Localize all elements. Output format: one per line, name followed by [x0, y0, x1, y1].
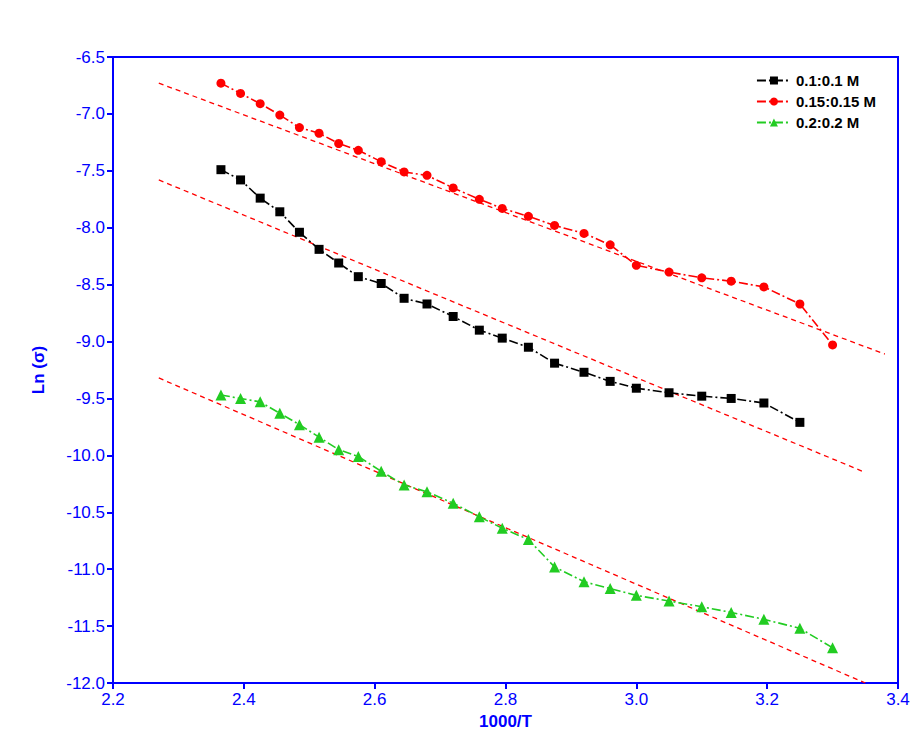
- svg-text:-11.5: -11.5: [68, 617, 106, 636]
- svg-text:-8.0: -8.0: [76, 218, 105, 237]
- svg-text:0.1:0.1 M: 0.1:0.1 M: [796, 72, 859, 89]
- svg-text:-11.0: -11.0: [68, 560, 106, 579]
- svg-text:2.4: 2.4: [232, 690, 256, 709]
- svg-text:2.6: 2.6: [363, 690, 387, 709]
- svg-text:-10.5: -10.5: [66, 503, 105, 522]
- svg-text:-12.0: -12.0: [66, 674, 105, 693]
- svg-text:3.0: 3.0: [625, 690, 649, 709]
- svg-text:3.2: 3.2: [755, 690, 779, 709]
- svg-text:-10.0: -10.0: [66, 446, 105, 465]
- svg-text:-6.5: -6.5: [76, 48, 105, 67]
- svg-text:Ln (σ): Ln (σ): [29, 346, 48, 394]
- svg-text:-8.5: -8.5: [76, 275, 105, 294]
- svg-text:-7.5: -7.5: [76, 161, 105, 180]
- svg-text:1000/T: 1000/T: [479, 712, 533, 731]
- svg-text:3.4: 3.4: [886, 690, 910, 709]
- svg-text:-9.0: -9.0: [76, 332, 105, 351]
- svg-text:-7.0: -7.0: [76, 104, 105, 123]
- svg-text:2.8: 2.8: [494, 690, 518, 709]
- svg-text:-9.5: -9.5: [76, 389, 105, 408]
- svg-text:0.15:0.15 M: 0.15:0.15 M: [796, 93, 876, 110]
- svg-text:2.2: 2.2: [101, 690, 125, 709]
- svg-text:0.2:0.2 M: 0.2:0.2 M: [796, 114, 859, 131]
